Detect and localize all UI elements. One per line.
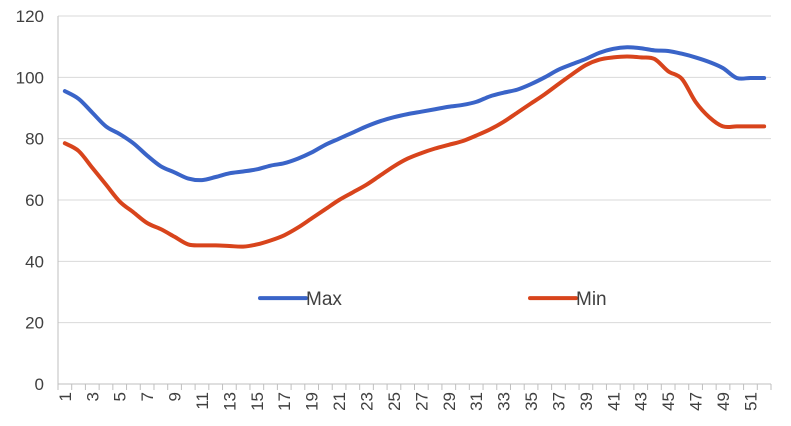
x-tick-label-23: 23 [358,392,377,411]
x-tick-label-49: 49 [714,392,733,411]
x-tick-label-15: 15 [248,392,267,411]
x-tick-label-3: 3 [83,392,102,401]
x-tick-label-33: 33 [495,392,514,411]
x-tick-label-51: 51 [741,392,760,411]
x-tick-label-31: 31 [467,392,486,411]
y-tick-label-120: 120 [16,7,44,26]
y-tick-label-100: 100 [16,68,44,87]
x-tick-label-1: 1 [56,392,75,401]
x-tick-label-25: 25 [385,392,404,411]
series-lines [62,45,767,249]
y-tick-label-0: 0 [35,375,44,394]
x-tick-label-45: 45 [659,392,678,411]
legend-label-min: Min [576,289,607,310]
x-tick-label-5: 5 [111,392,130,401]
y-tick-label-80: 80 [25,130,44,149]
x-tick-label-13: 13 [220,392,239,411]
series-line-min [62,54,767,249]
x-tick-label-9: 9 [166,392,185,401]
x-tick-label-35: 35 [522,392,541,411]
x-tick-label-17: 17 [275,392,294,411]
legend: Max Min [258,289,607,310]
x-tick-label-21: 21 [330,392,349,411]
x-tick-label-11: 11 [193,392,212,410]
x-tick-label-19: 19 [303,392,322,411]
x-tick-label-47: 47 [687,392,706,411]
x-tick-label-39: 39 [577,392,596,411]
legend-label-max: Max [306,289,342,310]
x-tick-label-41: 41 [604,392,623,411]
y-tick-label-20: 20 [25,314,44,333]
x-tick-label-27: 27 [412,392,431,411]
gridlines [58,15,771,324]
x-tick-label-29: 29 [440,392,459,411]
x-tick-label-7: 7 [138,392,157,401]
y-tick-label-40: 40 [25,252,44,271]
x-tick-label-43: 43 [632,392,651,411]
x-tick-label-37: 37 [549,392,568,411]
y-tick-label-60: 60 [25,191,44,210]
series-line-max [62,45,767,183]
